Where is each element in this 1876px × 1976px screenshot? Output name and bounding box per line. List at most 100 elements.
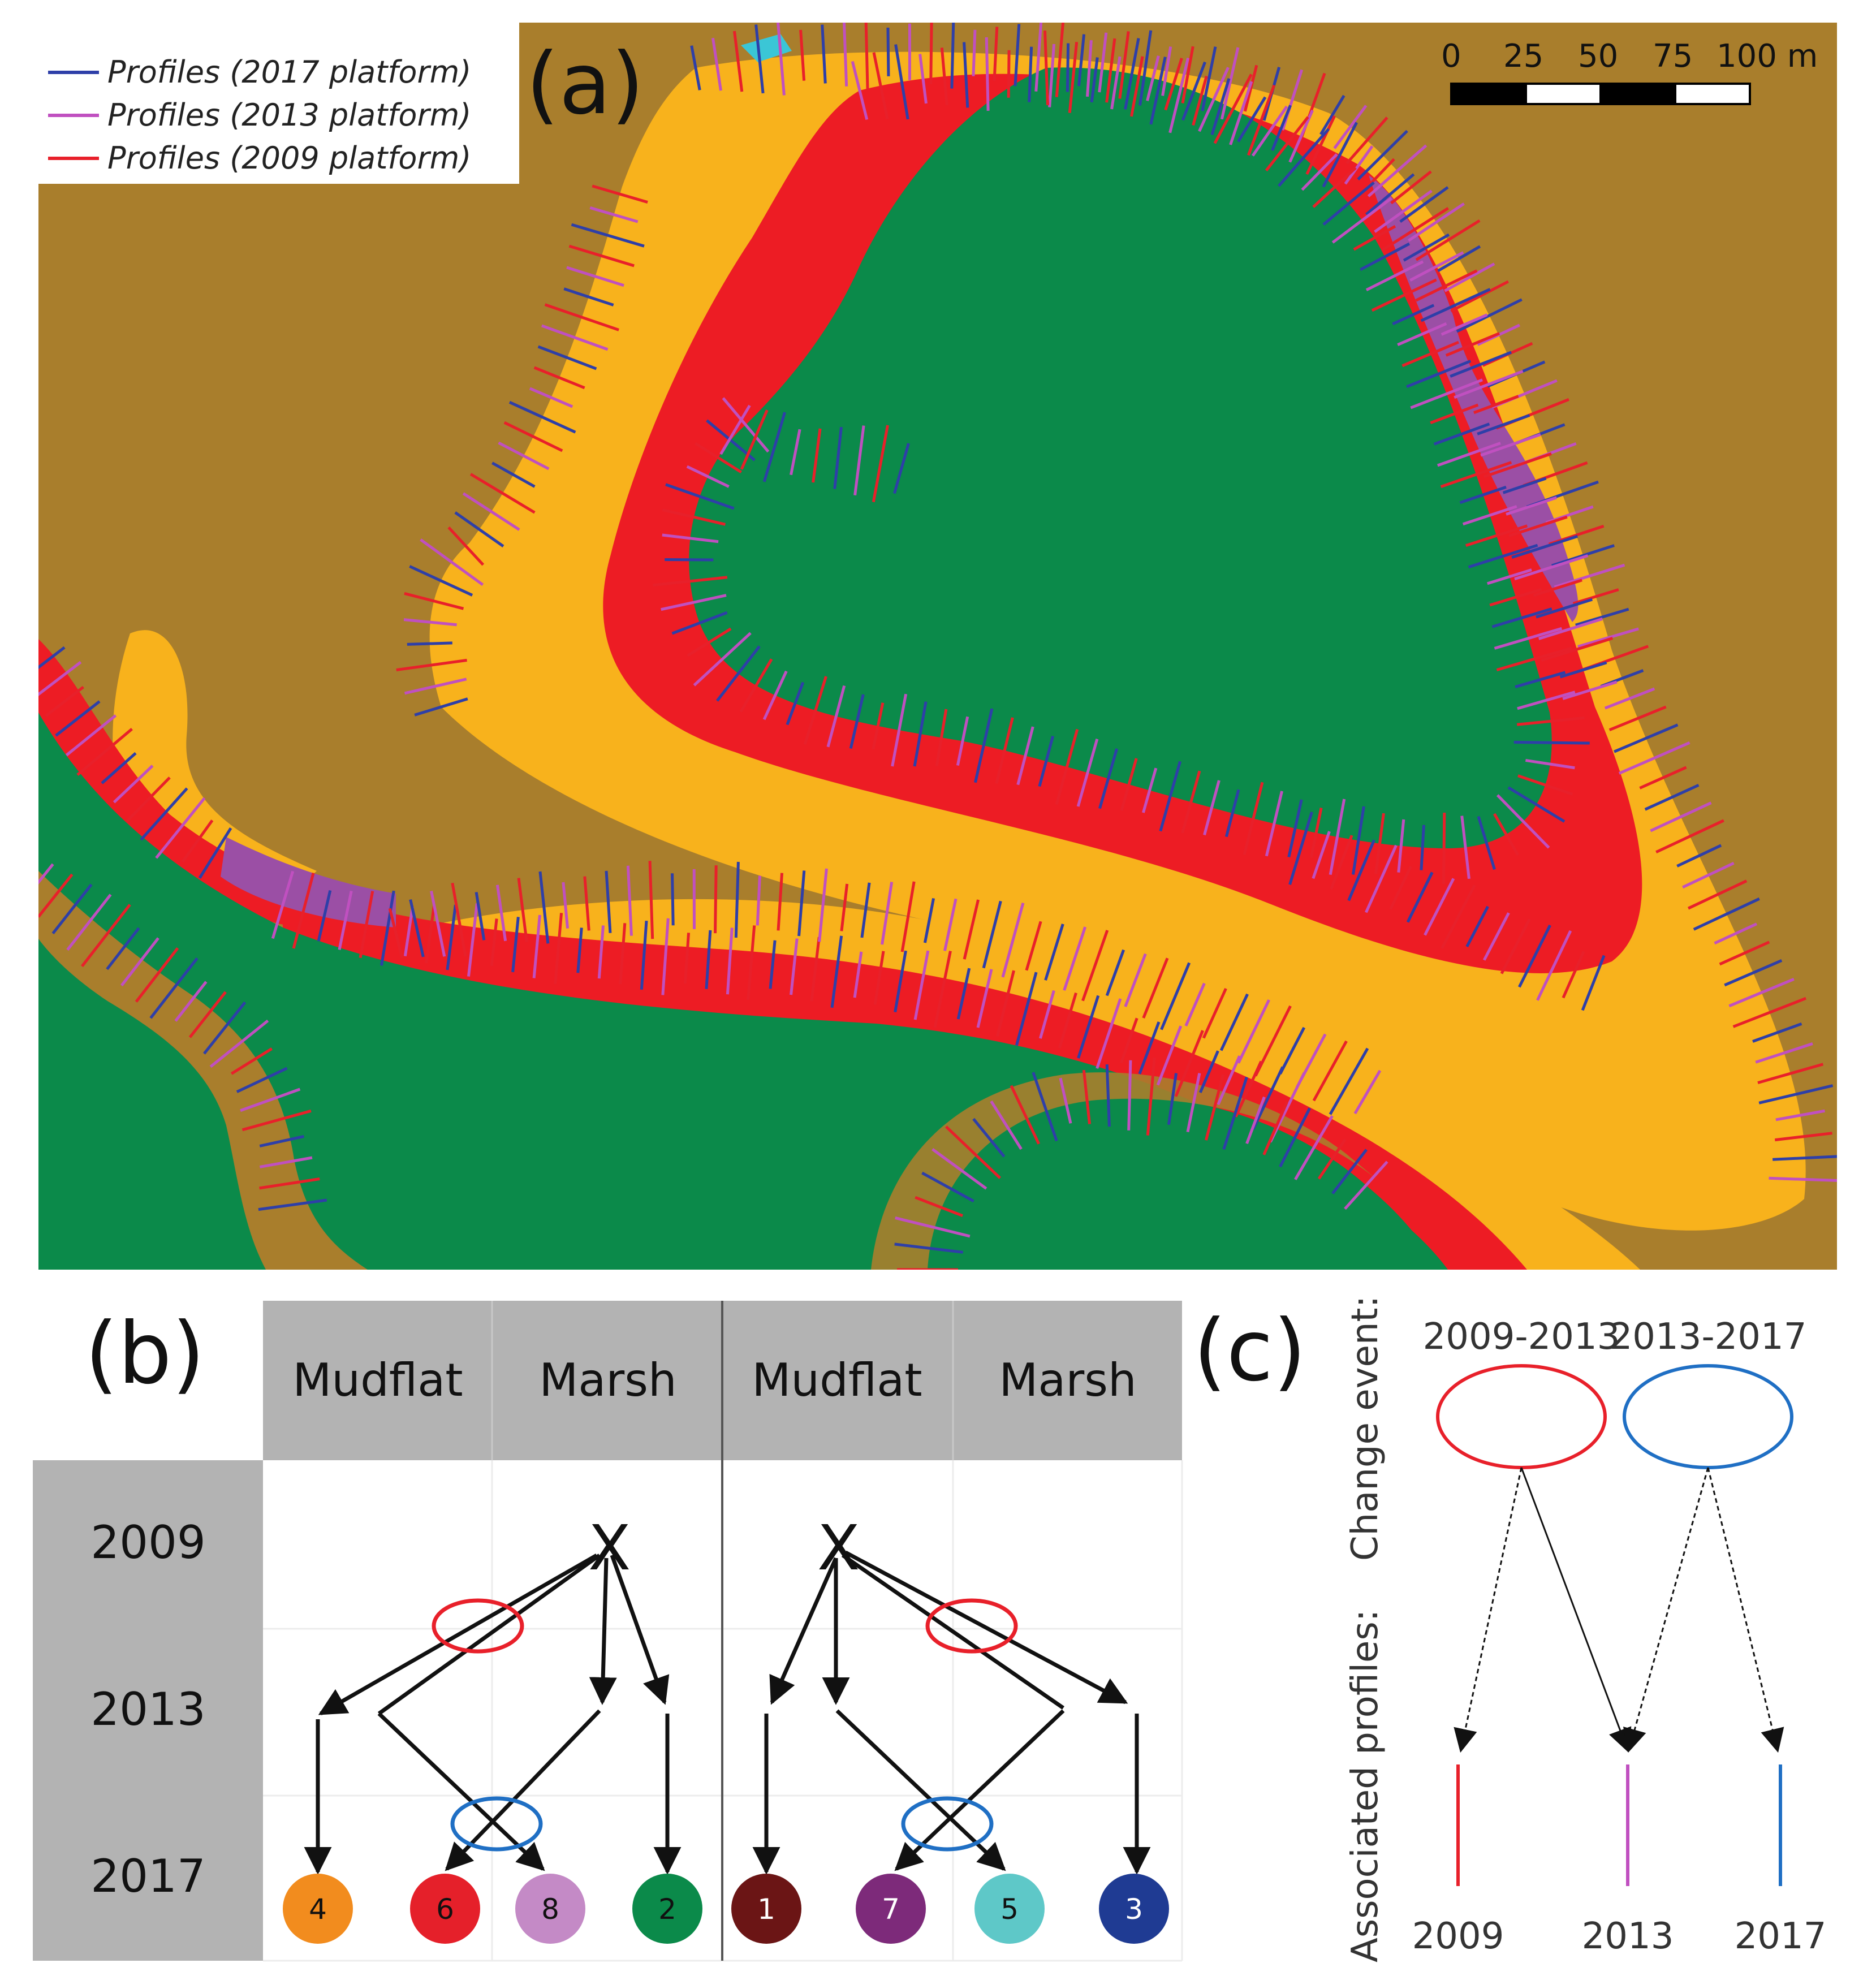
left-node-6: 6: [410, 1874, 480, 1944]
profile-transect: [931, 1147, 987, 1190]
profile-transect: [1142, 767, 1158, 813]
profile-transect: [1330, 835, 1353, 890]
profile-transect: [665, 558, 714, 562]
profile-transect: [1494, 627, 1563, 650]
profile-transect: [686, 465, 730, 488]
profile-transect: [1105, 38, 1116, 103]
profile-transect: [1406, 871, 1434, 923]
profile-transect: [568, 244, 635, 268]
profile-transect: [739, 658, 773, 713]
profile-transect: [1127, 1060, 1132, 1131]
event-label-2013-2017: 2013-2017: [1610, 1316, 1807, 1358]
profile-transect: [1533, 579, 1582, 597]
profile-transect: [892, 443, 910, 494]
profile-transect: [1714, 922, 1758, 945]
event-ellipse-2013-2017: [1623, 1364, 1793, 1469]
profile-transect: [915, 1196, 963, 1218]
profile-transect: [1294, 1115, 1334, 1180]
profile-transect: [404, 592, 464, 610]
profile-transect: [508, 400, 576, 434]
profile-transect: [541, 324, 609, 351]
profile-transect: [1410, 378, 1483, 409]
profile-transect: [1360, 242, 1411, 271]
profile-transect: [1437, 442, 1501, 467]
profile-transect: [1142, 957, 1169, 1019]
profile-transect: [900, 881, 916, 952]
profile-transect: [554, 913, 563, 985]
profile-transect: [1034, 23, 1043, 92]
profile-transect: [1562, 680, 1618, 700]
profile-transect: [338, 890, 353, 950]
profile-transect: [1477, 816, 1496, 870]
profile-transect: [1397, 322, 1447, 347]
profile-transect: [1201, 46, 1217, 111]
scale-tick-25: 25: [1503, 38, 1543, 75]
profile-transect: [1120, 758, 1138, 811]
profile-transect: [963, 42, 969, 108]
profile-transect: [1420, 825, 1425, 870]
profile-transect: [1371, 278, 1437, 312]
profile-transect: [662, 508, 726, 526]
profile-transect: [1618, 741, 1690, 775]
map-panel: [38, 23, 1837, 1270]
profile-transect: [923, 898, 935, 943]
profile-transect: [1048, 44, 1056, 107]
event-ellipse-2009-2013: [1436, 1364, 1607, 1469]
profile-transect: [1433, 422, 1490, 446]
profile-transect: [181, 819, 214, 863]
profile-transect: [1077, 34, 1086, 87]
profile-transect: [55, 700, 101, 737]
profile-transect: [1365, 844, 1398, 913]
profile-transect: [1518, 924, 1551, 988]
bottom-channel-2: [871, 1072, 1380, 1270]
profile-transect: [1755, 1042, 1813, 1064]
profile-transect: [1014, 24, 1021, 87]
profile-transect: [1278, 128, 1330, 187]
profile-transect: [1454, 370, 1524, 399]
profile-transect: [1124, 953, 1147, 1007]
profile-transect: [1445, 332, 1500, 357]
profile-transect: [230, 1047, 273, 1075]
profile-transect: [511, 917, 520, 973]
legend-background: [38, 23, 519, 184]
change-event-label: Change event:: [1344, 1296, 1386, 1561]
profile-transect: [995, 717, 1014, 784]
profile-transect: [1517, 774, 1573, 796]
profile-transect: [726, 927, 734, 995]
profile-transect: [1477, 414, 1530, 435]
profile-transect: [790, 938, 799, 995]
profile-transect: [1460, 816, 1470, 879]
profile-transect: [665, 483, 735, 510]
profile-transect: [1086, 40, 1093, 97]
profile-transect: [1068, 41, 1079, 113]
left-node-2: 2: [632, 1874, 702, 1944]
profile-transect: [690, 45, 701, 90]
header-marsh-left: Marsh: [539, 1354, 676, 1407]
profile-transect: [1038, 735, 1055, 787]
profile-transect: [1389, 865, 1412, 910]
profile-transect: [1575, 607, 1629, 627]
profile-transect: [797, 870, 806, 937]
profile-transect: [1774, 1132, 1832, 1142]
profile-transect: [777, 23, 786, 96]
profile-transect: [1220, 47, 1240, 120]
left-start-marker: X: [588, 1512, 631, 1584]
left-event-blue: [450, 1796, 543, 1852]
profile-transect: [1507, 786, 1566, 823]
profile-transect: [1344, 1160, 1388, 1210]
profile-transect: [576, 927, 583, 973]
profile-transect: [1357, 130, 1408, 180]
profile-transect: [1465, 524, 1528, 547]
profile-transect: [687, 627, 732, 657]
profile-transect: [1511, 534, 1579, 559]
profile-transect: [1682, 861, 1735, 889]
profile-transect: [1409, 251, 1464, 282]
profile-transect: [872, 425, 889, 503]
profile-transect: [1138, 30, 1153, 106]
profile-transect: [790, 429, 801, 476]
profile-transect: [812, 428, 822, 483]
profile-transect: [407, 641, 452, 646]
profile-transect: [786, 681, 805, 726]
profile-transect: [51, 883, 93, 935]
profile-transect: [1493, 813, 1520, 856]
